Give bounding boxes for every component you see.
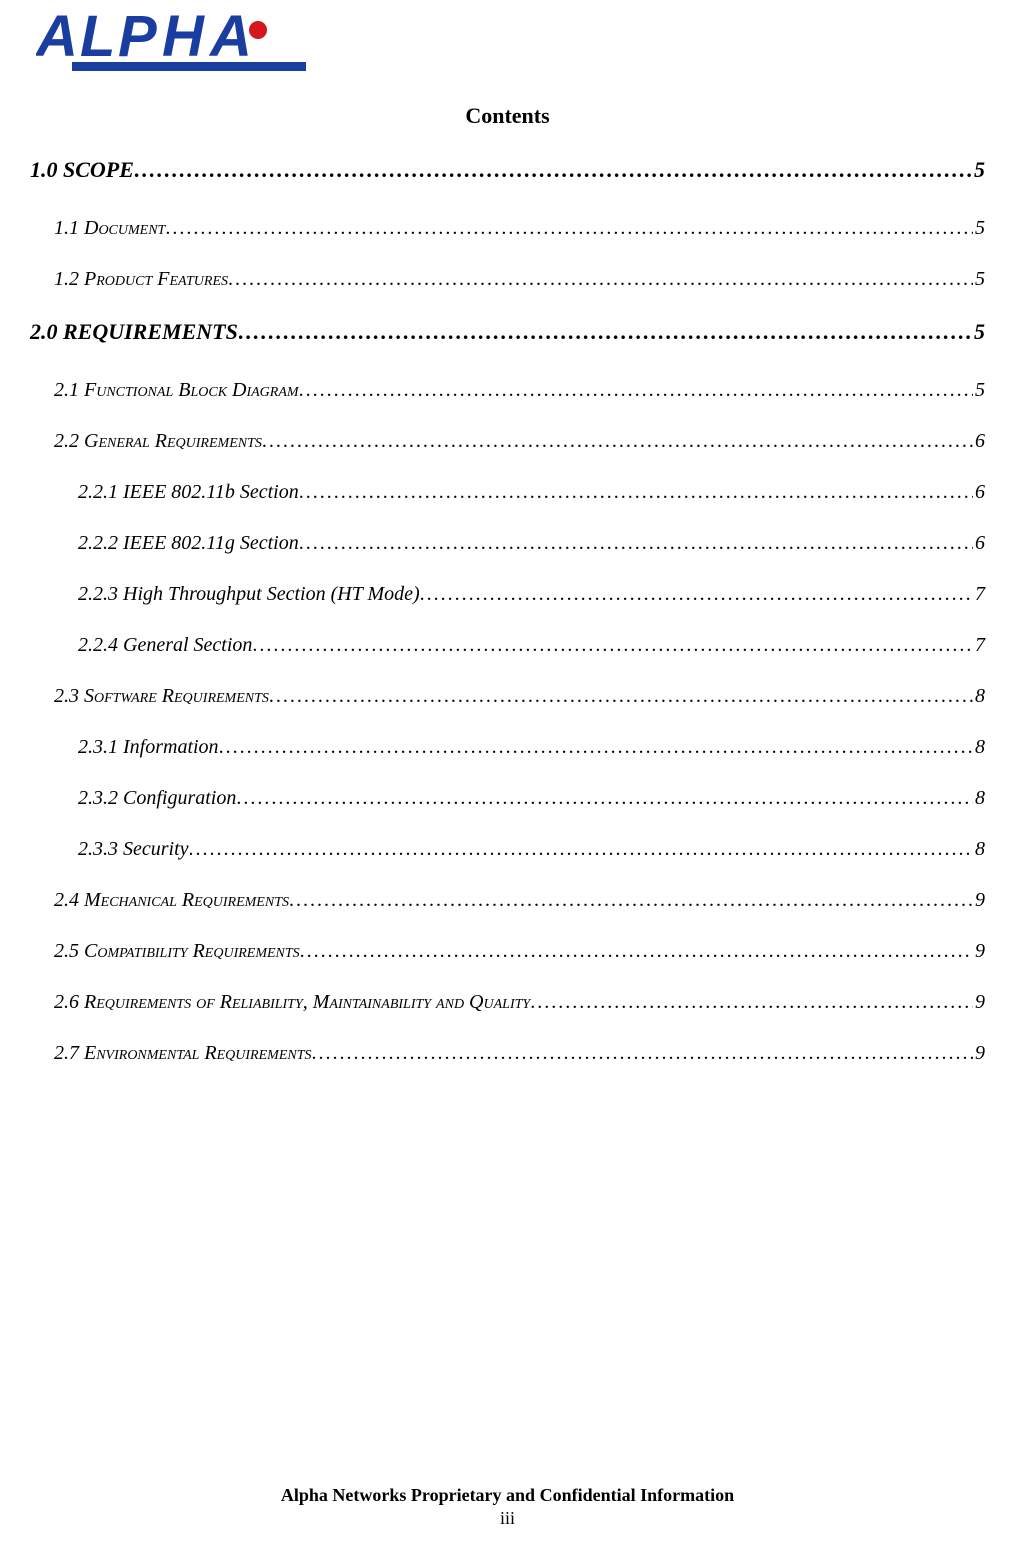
toc-entry-label: 1.0 SCOPE <box>30 157 134 183</box>
toc-entry-page: 6 <box>973 430 985 453</box>
document-page: A L P H A Contents 1.0 SCOPE51.1 Documen… <box>0 0 1015 1065</box>
toc-entry[interactable]: 2.5 Compatibility Requirements 9 <box>30 940 985 963</box>
toc-entry[interactable]: 2.3 Software Requirements 8 <box>30 685 985 708</box>
contents-heading: Contents <box>24 103 991 129</box>
toc-entry-label: 1.2 Product Features <box>54 268 228 291</box>
toc-entry[interactable]: 2.3.2 Configuration 8 <box>30 787 985 810</box>
toc-entry-label: 2.3.3 Security <box>78 838 189 861</box>
toc-leader-dots <box>165 217 973 240</box>
toc-entry-label: 1.1 Document <box>54 217 165 240</box>
toc-entry-label: 2.6 Requirements of Reliability, Maintai… <box>54 991 530 1014</box>
toc-entry[interactable]: 2.3.3 Security 8 <box>30 838 985 861</box>
toc-entry-label: 2.2.1 IEEE 802.11b Section <box>78 481 299 504</box>
toc-entry-label: 2.2.2 IEEE 802.11g Section <box>78 532 299 555</box>
toc-entry[interactable]: 2.2.2 IEEE 802.11g Section 6 <box>30 532 985 555</box>
footer-confidential: Alpha Networks Proprietary and Confident… <box>0 1485 1015 1506</box>
toc-leader-dots <box>420 583 973 606</box>
svg-text:L: L <box>80 4 115 69</box>
toc-leader-dots <box>289 889 973 912</box>
toc-entry-label: 2.3.1 Information <box>78 736 219 759</box>
page-footer: Alpha Networks Proprietary and Confident… <box>0 1485 1015 1529</box>
toc-entry[interactable]: 2.7 Environmental Requirements 9 <box>30 1042 985 1065</box>
toc-leader-dots <box>252 634 973 657</box>
svg-text:H: H <box>162 4 205 69</box>
toc-entry[interactable]: 2.6 Requirements of Reliability, Maintai… <box>30 991 985 1014</box>
toc-leader-dots <box>530 991 973 1014</box>
svg-text:A: A <box>208 4 252 69</box>
toc-entry-page: 9 <box>973 940 985 963</box>
toc-entry-page: 9 <box>973 889 985 912</box>
toc-entry[interactable]: 2.2.3 High Throughput Section (HT Mode) 7 <box>30 583 985 606</box>
toc-entry-label: 2.2.3 High Throughput Section (HT Mode) <box>78 583 420 606</box>
toc-leader-dots <box>134 157 972 183</box>
toc-entry-label: 2.7 Environmental Requirements <box>54 1042 312 1065</box>
toc-entry-page: 5 <box>973 268 985 291</box>
toc-leader-dots <box>228 268 973 291</box>
toc-entry-label: 2.5 Compatibility Requirements <box>54 940 300 963</box>
toc-leader-dots <box>238 319 972 345</box>
toc-leader-dots <box>299 481 973 504</box>
toc-leader-dots <box>312 1042 974 1065</box>
toc-leader-dots <box>299 379 973 402</box>
toc-leader-dots <box>189 838 973 861</box>
toc-entry-page: 9 <box>973 1042 985 1065</box>
toc-entry-page: 9 <box>973 991 985 1014</box>
toc-entry-page: 8 <box>973 838 985 861</box>
toc-entry-label: 2.4 Mechanical Requirements <box>54 889 289 912</box>
toc-entry[interactable]: 2.3.1 Information 8 <box>30 736 985 759</box>
svg-text:A: A <box>36 4 78 69</box>
svg-text:P: P <box>118 4 157 69</box>
toc-leader-dots <box>269 685 973 708</box>
toc-leader-dots <box>236 787 973 810</box>
toc-entry-page: 7 <box>973 634 985 657</box>
toc-entry[interactable]: 1.2 Product Features 5 <box>30 268 985 291</box>
toc-entry-label: 2.1 Functional Block Diagram <box>54 379 299 402</box>
toc-entry-page: 8 <box>973 787 985 810</box>
toc-leader-dots <box>300 940 973 963</box>
toc-entry-page: 5 <box>972 319 985 345</box>
toc-entry-page: 6 <box>973 532 985 555</box>
toc-entry-page: 6 <box>973 481 985 504</box>
toc-entry[interactable]: 2.0 REQUIREMENTS 5 <box>30 319 985 345</box>
toc-entry-page: 5 <box>973 217 985 240</box>
toc-entry[interactable]: 2.1 Functional Block Diagram 5 <box>30 379 985 402</box>
toc-entry-label: 2.3.2 Configuration <box>78 787 236 810</box>
toc-entry[interactable]: 2.2.1 IEEE 802.11b Section 6 <box>30 481 985 504</box>
toc-entry[interactable]: 2.2.4 General Section 7 <box>30 634 985 657</box>
toc-entry[interactable]: 2.4 Mechanical Requirements 9 <box>30 889 985 912</box>
alpha-logo-svg: A L P H A <box>36 0 306 74</box>
table-of-contents: 1.0 SCOPE51.1 Document51.2 Product Featu… <box>24 157 991 1065</box>
alpha-logo: A L P H A <box>36 0 306 79</box>
footer-page-number: iii <box>0 1508 1015 1529</box>
toc-entry-label: 2.2 General Requirements <box>54 430 262 453</box>
toc-entry-label: 2.2.4 General Section <box>78 634 252 657</box>
toc-entry-label: 2.3 Software Requirements <box>54 685 269 708</box>
logo-container: A L P H A <box>24 0 991 89</box>
toc-entry[interactable]: 1.0 SCOPE 5 <box>30 157 985 183</box>
toc-entry-page: 7 <box>973 583 985 606</box>
toc-entry-page: 8 <box>973 685 985 708</box>
toc-entry-page: 5 <box>973 379 985 402</box>
toc-leader-dots <box>219 736 973 759</box>
toc-entry[interactable]: 1.1 Document 5 <box>30 217 985 240</box>
toc-entry-page: 5 <box>972 157 985 183</box>
toc-entry[interactable]: 2.2 General Requirements 6 <box>30 430 985 453</box>
toc-entry-page: 8 <box>973 736 985 759</box>
toc-leader-dots <box>262 430 973 453</box>
toc-entry-label: 2.0 REQUIREMENTS <box>30 319 238 345</box>
toc-leader-dots <box>299 532 973 555</box>
